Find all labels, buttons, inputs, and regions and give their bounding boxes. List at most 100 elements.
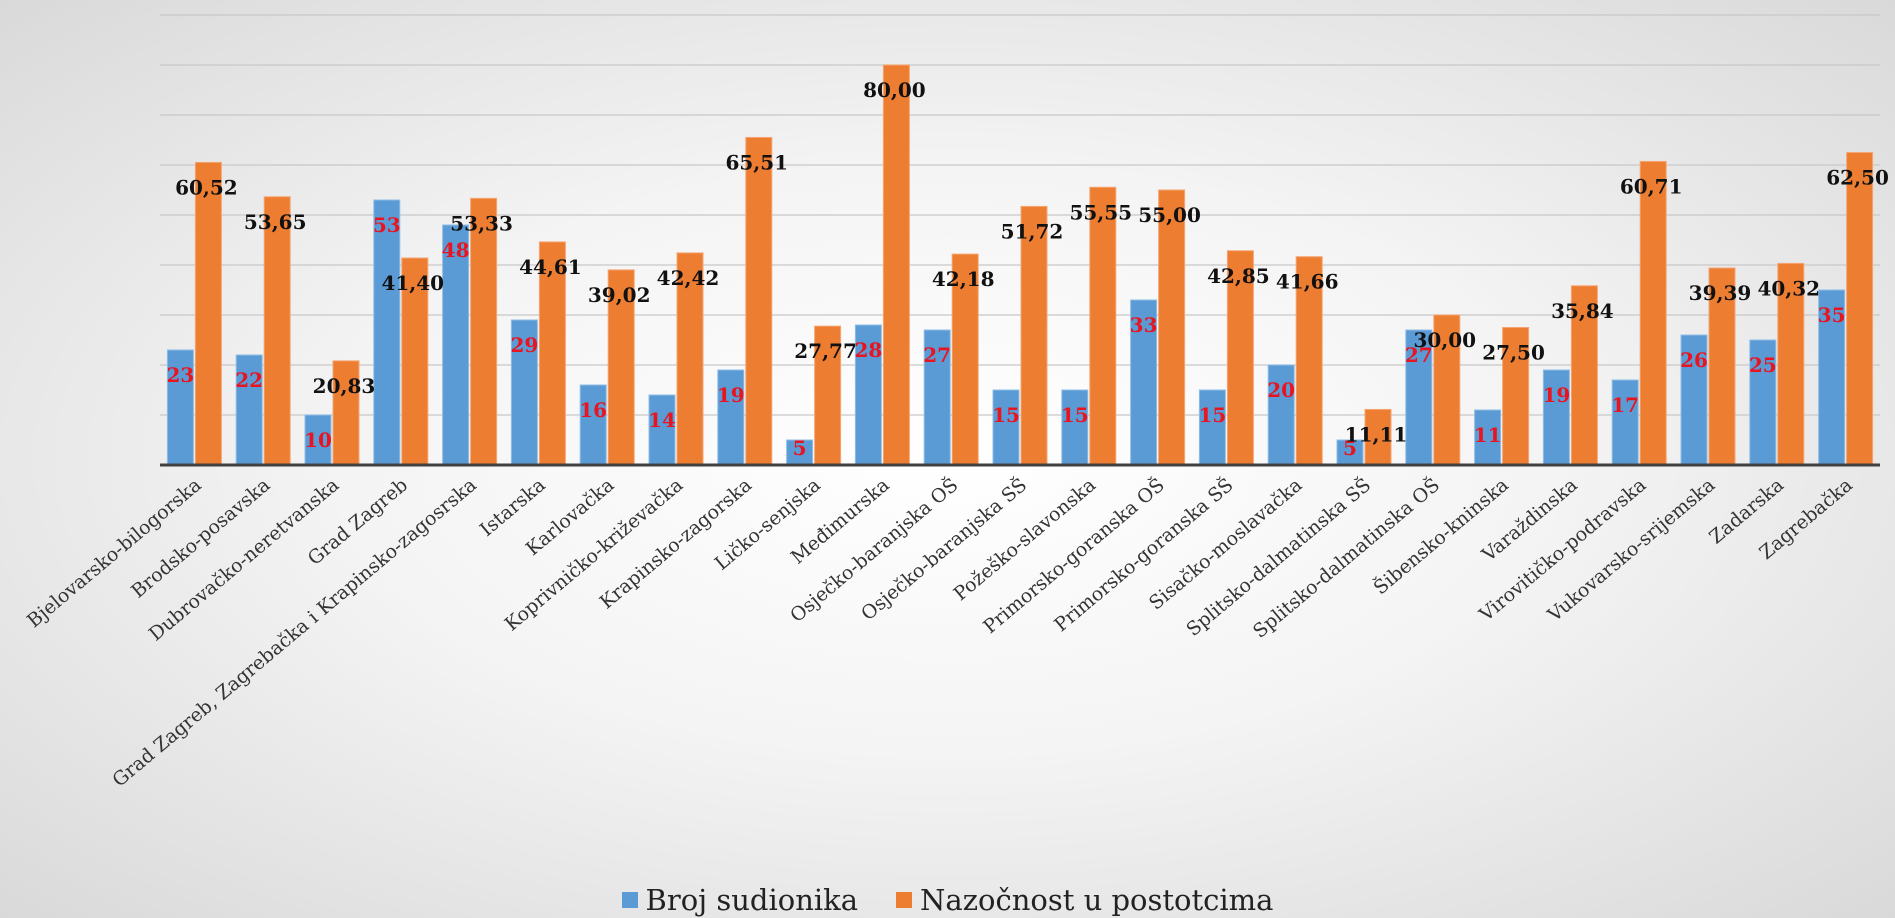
- category-labels: Bjelovarsko-bilogorskaBrodsko-posavskaDu…: [23, 473, 1857, 791]
- data-label-nazocnost: 11,11: [1345, 422, 1408, 446]
- data-label-broj-sudionika: 20: [1267, 378, 1295, 402]
- bar-broj-sudionika[interactable]: [786, 439, 814, 466]
- bar-nazocnost[interactable]: [1846, 152, 1874, 466]
- legend-item-series-2[interactable]: Nazočnost u postotcima: [896, 883, 1273, 917]
- bar-broj-sudionika[interactable]: [717, 369, 745, 466]
- data-label-nazocnost: 27,50: [1482, 341, 1545, 365]
- bar-nazocnost[interactable]: [1158, 189, 1186, 466]
- bar-nazocnost[interactable]: [194, 161, 222, 466]
- data-label-broj-sudionika: 10: [304, 428, 332, 452]
- data-label-nazocnost: 20,83: [313, 374, 376, 398]
- bar-nazocnost[interactable]: [1708, 267, 1736, 466]
- bar-nazocnost[interactable]: [1295, 256, 1323, 466]
- data-label-nazocnost: 55,00: [1138, 203, 1201, 227]
- bar-broj-sudionika[interactable]: [510, 319, 538, 466]
- data-label-nazocnost: 60,52: [175, 175, 238, 199]
- data-label-nazocnost: 41,40: [381, 271, 444, 295]
- legend-swatch-series-1: [621, 892, 638, 908]
- bar-broj-sudionika[interactable]: [1336, 439, 1364, 466]
- data-label-nazocnost: 62,50: [1826, 166, 1889, 190]
- data-label-broj-sudionika: 15: [1198, 403, 1226, 427]
- data-label-broj-sudionika: 5: [793, 436, 807, 460]
- data-label-broj-sudionika: 11: [1474, 423, 1502, 447]
- bar-broj-sudionika[interactable]: [579, 384, 607, 466]
- data-label-nazocnost: 42,85: [1207, 264, 1270, 288]
- bar-nazocnost[interactable]: [1020, 205, 1048, 466]
- data-label-nazocnost: 39,02: [588, 283, 651, 307]
- data-label-nazocnost: 60,71: [1620, 174, 1683, 198]
- data-label-broj-sudionika: 26: [1680, 348, 1708, 372]
- bar-nazocnost[interactable]: [470, 197, 498, 466]
- bar-nazocnost[interactable]: [814, 325, 842, 466]
- data-label-nazocnost: 40,32: [1757, 276, 1820, 300]
- bar-broj-sudionika[interactable]: [1130, 299, 1158, 466]
- data-label-nazocnost: 51,72: [1001, 219, 1064, 243]
- legend: Broj sudionika Nazočnost u postotcima: [0, 882, 1895, 918]
- data-label-broj-sudionika: 25: [1749, 353, 1777, 377]
- bar-broj-sudionika[interactable]: [1749, 339, 1777, 466]
- legend-label-series-1: Broj sudionika: [645, 883, 859, 917]
- data-label-broj-sudionika: 27: [923, 343, 951, 367]
- bars: [166, 64, 1874, 466]
- data-label-broj-sudionika: 33: [1130, 313, 1158, 337]
- data-label-nazocnost: 42,18: [932, 267, 995, 291]
- bar-nazocnost[interactable]: [1226, 250, 1254, 466]
- bar-nazocnost[interactable]: [882, 64, 910, 466]
- data-labels: 23 60,52 22 53,65 10 20,83 53 41,40 48 53,33 29 44,…: [166, 78, 1888, 460]
- data-label-nazocnost: 41,66: [1276, 270, 1339, 294]
- data-label-broj-sudionika: 28: [854, 338, 882, 362]
- bar-nazocnost[interactable]: [538, 241, 566, 466]
- data-label-nazocnost: 55,55: [1069, 200, 1132, 224]
- data-label-nazocnost: 65,51: [725, 150, 788, 174]
- bar-nazocnost[interactable]: [1433, 314, 1461, 466]
- data-label-nazocnost: 39,39: [1689, 281, 1752, 305]
- legend-swatch-series-2: [896, 892, 913, 908]
- bar-broj-sudionika[interactable]: [1061, 389, 1089, 466]
- data-label-broj-sudionika: 27: [1405, 343, 1433, 367]
- bar-nazocnost[interactable]: [745, 136, 773, 466]
- data-label-nazocnost: 27,77: [794, 339, 857, 363]
- bar-broj-sudionika[interactable]: [1680, 334, 1708, 466]
- bar-broj-sudionika[interactable]: [1818, 289, 1846, 466]
- bar-nazocnost[interactable]: [1089, 186, 1117, 466]
- data-label-broj-sudionika: 23: [166, 363, 194, 387]
- bar-broj-sudionika[interactable]: [992, 389, 1020, 466]
- bar-broj-sudionika[interactable]: [373, 199, 401, 466]
- bar-broj-sudionika[interactable]: [166, 349, 194, 466]
- data-label-broj-sudionika: 16: [579, 398, 607, 422]
- data-label-broj-sudionika: 48: [442, 238, 470, 262]
- bar-nazocnost[interactable]: [1639, 160, 1667, 466]
- bar-nazocnost[interactable]: [951, 253, 979, 466]
- data-label-nazocnost: 53,65: [244, 210, 307, 234]
- bar-nazocnost[interactable]: [607, 269, 635, 466]
- data-label-nazocnost: 80,00: [863, 78, 926, 102]
- legend-item-series-1[interactable]: Broj sudionika: [621, 883, 859, 917]
- data-label-broj-sudionika: 19: [1542, 383, 1570, 407]
- data-label-broj-sudionika: 17: [1611, 393, 1639, 417]
- data-label-broj-sudionika: 22: [235, 368, 263, 392]
- data-label-nazocnost: 35,84: [1551, 299, 1614, 323]
- data-label-nazocnost: 42,42: [657, 266, 720, 290]
- bar-broj-sudionika[interactable]: [442, 224, 470, 466]
- data-label-nazocnost: 53,33: [450, 211, 513, 235]
- bar-nazocnost[interactable]: [263, 196, 291, 466]
- bar-broj-sudionika[interactable]: [1267, 364, 1295, 466]
- legend-label-series-2: Nazočnost u postotcima: [920, 883, 1274, 917]
- data-label-nazocnost: 44,61: [519, 255, 582, 279]
- bar-nazocnost[interactable]: [1364, 408, 1392, 466]
- bar-broj-sudionika[interactable]: [648, 394, 676, 466]
- data-label-broj-sudionika: 15: [1061, 403, 1089, 427]
- data-label-broj-sudionika: 35: [1818, 303, 1846, 327]
- data-label-broj-sudionika: 29: [510, 333, 538, 357]
- data-label-broj-sudionika: 14: [648, 408, 676, 432]
- bar-nazocnost[interactable]: [676, 252, 704, 466]
- data-label-broj-sudionika: 19: [717, 383, 745, 407]
- bar-broj-sudionika[interactable]: [854, 324, 882, 466]
- data-label-broj-sudionika: 53: [373, 213, 401, 237]
- data-label-nazocnost: 30,00: [1413, 328, 1476, 352]
- bar-broj-sudionika[interactable]: [1198, 389, 1226, 466]
- bar-nazocnost[interactable]: [401, 257, 429, 466]
- data-label-broj-sudionika: 5: [1343, 436, 1357, 460]
